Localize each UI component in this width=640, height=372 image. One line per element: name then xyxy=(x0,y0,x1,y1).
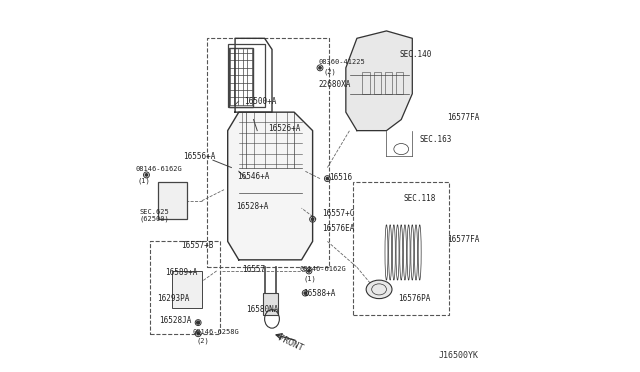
Text: 16526+A: 16526+A xyxy=(268,124,301,133)
Text: 08360-41225: 08360-41225 xyxy=(318,59,365,65)
Text: FRONT: FRONT xyxy=(276,333,304,353)
Text: J16500YK: J16500YK xyxy=(438,351,478,360)
Text: 16557+B: 16557+B xyxy=(182,241,214,250)
Ellipse shape xyxy=(366,280,392,299)
Bar xyxy=(172,271,202,308)
Circle shape xyxy=(319,67,321,69)
Polygon shape xyxy=(228,112,312,260)
Text: (1): (1) xyxy=(137,177,150,184)
Text: 16557+C: 16557+C xyxy=(322,209,354,218)
Text: 16528JA: 16528JA xyxy=(159,316,192,325)
Circle shape xyxy=(304,292,307,294)
Text: SEC.163: SEC.163 xyxy=(420,135,452,144)
Text: 16556+A: 16556+A xyxy=(184,152,216,161)
Text: SEC.118: SEC.118 xyxy=(403,195,435,203)
Bar xyxy=(362,71,370,94)
Bar xyxy=(228,48,253,107)
Bar xyxy=(157,182,187,219)
Text: (1): (1) xyxy=(303,275,316,282)
Text: (62500): (62500) xyxy=(139,216,169,222)
Text: 16546+A: 16546+A xyxy=(237,172,269,181)
Bar xyxy=(353,182,449,315)
Text: SEC.625: SEC.625 xyxy=(139,209,169,215)
Text: 08146-6258G: 08146-6258G xyxy=(193,329,239,335)
Text: 16580NA: 16580NA xyxy=(246,305,278,314)
Text: 16576EA: 16576EA xyxy=(322,224,354,233)
Text: (2): (2) xyxy=(324,68,337,75)
Text: 16576PA: 16576PA xyxy=(398,294,430,303)
Bar xyxy=(374,71,381,94)
Text: 16588+A: 16588+A xyxy=(303,289,336,298)
Polygon shape xyxy=(346,31,412,131)
Bar xyxy=(207,38,329,267)
Text: 16577FA: 16577FA xyxy=(447,113,480,122)
Text: 16577FA: 16577FA xyxy=(447,235,480,244)
Bar xyxy=(228,44,264,107)
Text: 16500+A: 16500+A xyxy=(244,97,276,106)
Circle shape xyxy=(197,333,199,335)
Text: 16516: 16516 xyxy=(329,173,353,182)
Circle shape xyxy=(312,218,314,221)
Text: 08146-6162G: 08146-6162G xyxy=(300,266,346,272)
Text: 16557: 16557 xyxy=(243,264,266,273)
Bar xyxy=(385,71,392,94)
Text: 16293PA: 16293PA xyxy=(157,294,190,303)
Circle shape xyxy=(308,270,310,272)
Text: (2): (2) xyxy=(196,338,209,344)
Text: 22680XA: 22680XA xyxy=(318,80,351,89)
Bar xyxy=(396,71,403,94)
Circle shape xyxy=(326,177,328,180)
Text: SEC.140: SEC.140 xyxy=(399,51,432,60)
Text: 16528+A: 16528+A xyxy=(236,202,268,211)
Text: 16589+A: 16589+A xyxy=(165,268,197,277)
Circle shape xyxy=(196,321,200,324)
Bar xyxy=(263,293,278,315)
Text: 08146-6162G: 08146-6162G xyxy=(136,166,182,172)
Bar xyxy=(150,241,220,334)
Circle shape xyxy=(145,174,148,176)
